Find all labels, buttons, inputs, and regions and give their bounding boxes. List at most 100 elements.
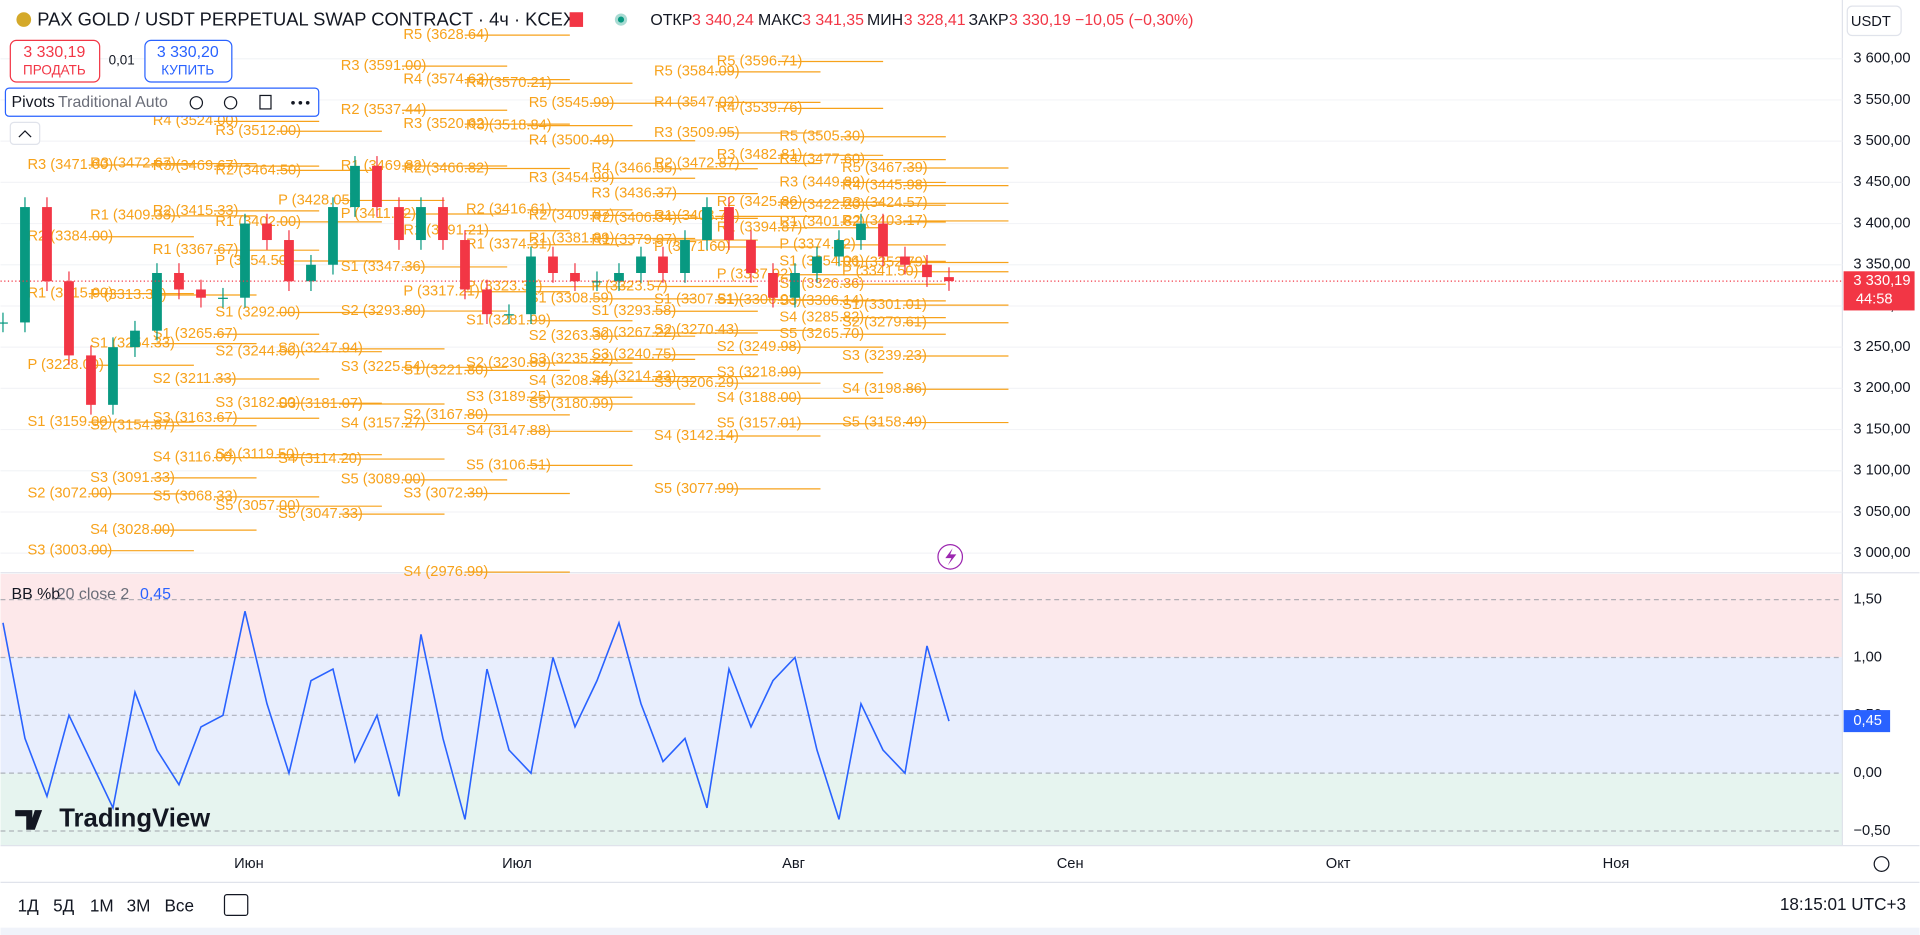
pivot-label: S2 (3247.94) (278, 341, 363, 357)
pivot-label: S3 (3189.25) (466, 389, 551, 405)
range-button[interactable]: 1М (90, 895, 114, 915)
time-label: Авг (782, 856, 805, 872)
candle-body (944, 277, 954, 282)
candle-body (614, 272, 624, 282)
pivot-label: S2 (3230.83) (466, 355, 551, 371)
delete-icon[interactable] (259, 94, 272, 110)
pivot-label: S3 (3091.33) (90, 470, 175, 486)
sell-button[interactable] (9, 39, 101, 83)
status-dot-core (617, 16, 625, 23)
eye-icon[interactable] (189, 96, 204, 110)
pivot-label: S5 (3106.51) (466, 457, 551, 473)
price-tick-label: 3 550,00 (1853, 92, 1910, 108)
candle-body (306, 264, 316, 282)
range-button[interactable]: 1Д (18, 895, 40, 915)
open-value: 3 340,24 (692, 12, 754, 29)
candle-body (746, 240, 756, 273)
candle-body (900, 256, 910, 265)
pivot-label: R2 (3464.50) (215, 162, 301, 178)
candle-body (548, 256, 558, 273)
currency-button[interactable] (1846, 5, 1902, 37)
price-tick-label: 3 000,00 (1853, 545, 1910, 561)
last-price-label: 3 330,19 (1853, 273, 1910, 289)
pivot-label: S1 (3293.58) (591, 303, 676, 319)
candle-body (680, 240, 690, 273)
pivot-label: R4 (3466.55) (591, 161, 677, 177)
candle-body (86, 355, 96, 405)
candle-body (20, 207, 30, 323)
symbol-title: PAX GOLD / USDT PERPETUAL SWAP CONTRACT … (37, 9, 575, 30)
time-settings-icon[interactable] (1873, 856, 1890, 872)
price-tick-label: 3 500,00 (1853, 133, 1910, 149)
last-price-tag (1843, 271, 1915, 311)
pivot-label: R3 (3424.57) (842, 195, 928, 211)
pivot-label: S5 (3068.33) (153, 489, 238, 505)
pivot-label: S2 (3167.80) (403, 407, 488, 423)
pivot-label: P (3371.60) (654, 239, 730, 255)
collapse-icon (18, 130, 32, 138)
pivot-label: S2 (3326.36) (779, 276, 864, 292)
indicator-legend[interactable] (4, 87, 320, 117)
indicator-name: Pivots (12, 94, 55, 111)
date-range-icon[interactable] (223, 894, 249, 917)
buy-button[interactable] (144, 39, 233, 83)
pivot-label: R1 (3409.33) (90, 208, 176, 224)
range-button[interactable]: 3М (127, 895, 151, 915)
pivot-label: R4 (3574.63) (403, 72, 489, 88)
price-tick-label: 3 600,00 (1853, 51, 1910, 67)
pivot-label: S2 (3270.43) (654, 322, 739, 338)
close-value: 3 330,19 (1009, 12, 1071, 29)
pivot-label: R2 (3466.82) (403, 160, 489, 176)
pivot-label: R2 (3416.61) (466, 202, 552, 218)
pivot-label: P (3411.62) (341, 206, 416, 222)
pivot-label: R1 (3408.73) (654, 208, 740, 224)
pivot-label: R5 (3467.39) (842, 160, 928, 176)
collapse-button[interactable] (9, 121, 41, 146)
pivot-label: S5 (3265.70) (779, 326, 864, 342)
bb-tick-label: 1,50 (1853, 592, 1882, 608)
pivot-label: R4 (3445.98) (842, 178, 928, 194)
candle-body (328, 207, 338, 265)
low-label: МИН (867, 12, 903, 29)
pivot-label: S3 (3182.00) (215, 395, 300, 411)
pivot-label: S4 (3114.20) (278, 451, 362, 467)
time-label: Июн (234, 856, 264, 872)
range-button[interactable]: Все (165, 895, 195, 915)
bb-line (2, 611, 950, 820)
pivot-label: S4 (3119.50) (215, 447, 299, 463)
candle-body (350, 165, 360, 208)
candle-body (702, 207, 712, 241)
pivot-label: R1 (3367.67) (153, 242, 239, 258)
candle-body (878, 223, 888, 257)
bb-upper-zone (0, 573, 1843, 658)
bb-title: BB %b (12, 586, 61, 603)
pivot-label: S2 (3154.67) (90, 418, 175, 434)
high-label: МАКС (758, 12, 802, 29)
bb-params: 20 close 2 (57, 586, 130, 603)
time-label: Июл (502, 856, 532, 872)
candle-body (152, 272, 162, 331)
settings-icon[interactable] (223, 96, 238, 110)
logo-icon (15, 810, 43, 830)
pivot-label: R3 (3436.37) (591, 185, 677, 201)
pivot-label: S5 (3180.99) (529, 396, 614, 412)
more-icon[interactable] (291, 100, 310, 105)
pivot-label: R2 (3409.87) (529, 207, 615, 223)
low-value: 3 328,41 (904, 12, 966, 29)
pivot-label: R4 (3539.76) (717, 100, 803, 116)
time-label: Сен (1057, 856, 1084, 872)
plot: 3 600,00 3 550,00 3 500,00 3 450,00 3 400,00… (0, 27, 1915, 915)
pivot-label: S5 (3158.49) (842, 414, 927, 430)
pivot-label: R4 (3547.02) (654, 94, 740, 110)
pivot-label: S4 (2976.99) (403, 564, 488, 580)
candle-body (64, 281, 74, 356)
flag-icon[interactable] (569, 12, 584, 27)
pivot-label: P (3354.50) (215, 253, 291, 269)
candle-body (636, 256, 646, 273)
pivot-label: S1 (3347.36) (341, 259, 426, 275)
pivot-label: S3 (3225.54) (341, 359, 426, 375)
pivot-label: R3 (3591.00) (341, 58, 427, 74)
pivot-label: S4 (3188.00) (717, 390, 802, 406)
candle-body (856, 223, 866, 241)
range-button[interactable]: 5Д (53, 895, 75, 915)
